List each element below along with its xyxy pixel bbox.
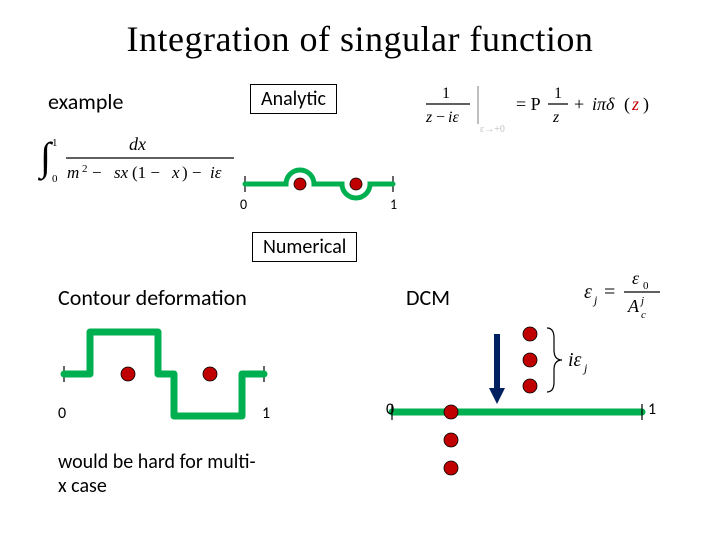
- dcm-zero: 0: [386, 400, 394, 419]
- analytic-contour: [230, 148, 410, 208]
- svg-text:iπδ: iπδ: [592, 94, 615, 114]
- svg-text:(1 −: (1 −: [132, 163, 160, 182]
- svg-text:j: j: [592, 293, 598, 307]
- contour-one: 1: [262, 404, 270, 423]
- contour-zero: 0: [58, 404, 66, 423]
- svg-text:j: j: [582, 361, 588, 375]
- svg-text:0: 0: [52, 173, 58, 185]
- contour-label: Contour deformation: [58, 284, 247, 311]
- svg-text:−: −: [436, 109, 445, 126]
- epsilon-formula: ε j = ε 0 A j c: [580, 264, 710, 324]
- svg-text:dx: dx: [129, 134, 146, 154]
- contour-deformation-diagram: [50, 316, 280, 426]
- pv-formula: 1 z − iε ε→+0 = P 1 z + iπδ ( z ): [420, 80, 710, 136]
- svg-text:ε→+0: ε→+0: [480, 124, 505, 135]
- svg-text:A: A: [627, 296, 640, 316]
- example-label: example: [48, 88, 123, 115]
- svg-text:0: 0: [643, 280, 649, 292]
- analytic-one: 1: [390, 196, 397, 213]
- svg-text:ε: ε: [632, 268, 640, 288]
- svg-text:+: +: [574, 94, 584, 114]
- svg-text:z: z: [425, 109, 433, 126]
- svg-text:1: 1: [52, 137, 58, 149]
- svg-text:2: 2: [82, 163, 88, 175]
- multix-note: would be hard for multi-x case: [58, 450, 258, 498]
- svg-text:sx: sx: [114, 163, 129, 182]
- svg-text:): ): [643, 94, 649, 115]
- svg-text:z: z: [631, 94, 639, 114]
- integral-formula: ∫ 1 0 dx m 2 − sx (1 − x ) − iε: [34, 128, 244, 192]
- svg-text:(: (: [624, 94, 630, 115]
- analytic-zero: 0: [240, 196, 247, 213]
- svg-text:1: 1: [442, 85, 450, 102]
- svg-text:iε: iε: [210, 163, 222, 182]
- svg-text:= P: = P: [516, 94, 541, 114]
- svg-text:iε: iε: [448, 109, 459, 126]
- svg-text:j: j: [639, 295, 644, 307]
- page-title: Integration of singular function: [0, 18, 720, 60]
- dcm-label: DCM: [406, 284, 450, 311]
- dcm-one: 1: [648, 400, 656, 419]
- svg-text:x: x: [171, 163, 180, 182]
- dcm-diagram: iε j: [382, 316, 682, 486]
- svg-text:m: m: [67, 163, 79, 182]
- svg-text:=: =: [604, 281, 615, 303]
- svg-text:1: 1: [554, 85, 562, 102]
- svg-text:) −: ) −: [182, 163, 202, 182]
- svg-text:−: −: [92, 163, 102, 182]
- analytic-box: Analytic: [250, 84, 337, 114]
- numerical-box: Numerical: [252, 232, 357, 262]
- svg-text:z: z: [552, 109, 560, 126]
- svg-text:ε: ε: [584, 281, 592, 303]
- svg-text:c: c: [641, 309, 646, 321]
- svg-text:iε: iε: [568, 349, 582, 371]
